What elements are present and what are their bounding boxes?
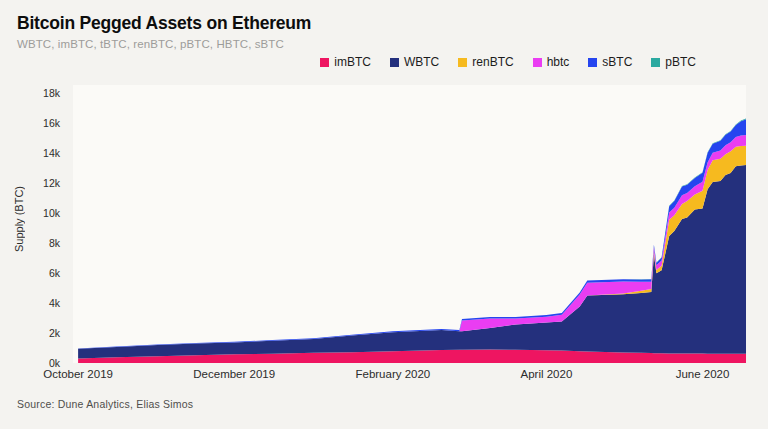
- legend-swatch-icon: [588, 58, 597, 67]
- x-tick-label: February 2020: [355, 368, 430, 380]
- y-tick-label: 16k: [24, 117, 60, 129]
- legend-label: renBTC: [472, 55, 513, 69]
- y-tick-label: 14k: [24, 147, 60, 159]
- legend-swatch-icon: [458, 58, 467, 67]
- legend-item-hbtc[interactable]: hbtc: [533, 55, 570, 69]
- y-tick-label: 2k: [24, 327, 60, 339]
- y-tick-label: 8k: [24, 237, 60, 249]
- legend-swatch-icon: [390, 58, 399, 67]
- legend-swatch-icon: [320, 58, 329, 67]
- page-subtitle: WBTC, imBTC, tBTC, renBTC, pBTC, HBTC, s…: [17, 38, 284, 50]
- y-tick-label: 18k: [24, 87, 60, 99]
- y-tick-label: 10k: [24, 207, 60, 219]
- x-tick-label: June 2020: [676, 368, 730, 380]
- legend-item-WBTC[interactable]: WBTC: [390, 55, 439, 69]
- legend-item-renBTC[interactable]: renBTC: [458, 55, 513, 69]
- legend-swatch-icon: [651, 58, 660, 67]
- legend-label: WBTC: [404, 55, 439, 69]
- legend-label: imBTC: [334, 55, 371, 69]
- chart-page: { "header": { "title": "Bitcoin Pegged A…: [0, 0, 768, 429]
- y-tick-label: 0k: [24, 357, 60, 369]
- stacked-area-chart: [73, 85, 746, 363]
- legend-swatch-icon: [533, 58, 542, 67]
- legend-label: pBTC: [665, 55, 696, 69]
- x-tick-label: April 2020: [520, 368, 572, 380]
- legend-label: hbtc: [547, 55, 570, 69]
- x-tick-label: December 2019: [193, 368, 275, 380]
- legend-label: sBTC: [602, 55, 632, 69]
- legend-item-sBTC[interactable]: sBTC: [588, 55, 632, 69]
- y-tick-label: 12k: [24, 177, 60, 189]
- chart-legend: imBTC WBTC renBTC hbtc sBTC pBTC: [320, 55, 696, 69]
- source-note: Source: Dune Analytics, Elias Simos: [17, 398, 193, 410]
- y-tick-label: 4k: [24, 297, 60, 309]
- legend-item-pBTC[interactable]: pBTC: [651, 55, 696, 69]
- legend-item-imBTC[interactable]: imBTC: [320, 55, 371, 69]
- y-tick-label: 6k: [24, 267, 60, 279]
- page-title: Bitcoin Pegged Assets on Ethereum: [17, 13, 311, 34]
- x-tick-label: October 2019: [43, 368, 113, 380]
